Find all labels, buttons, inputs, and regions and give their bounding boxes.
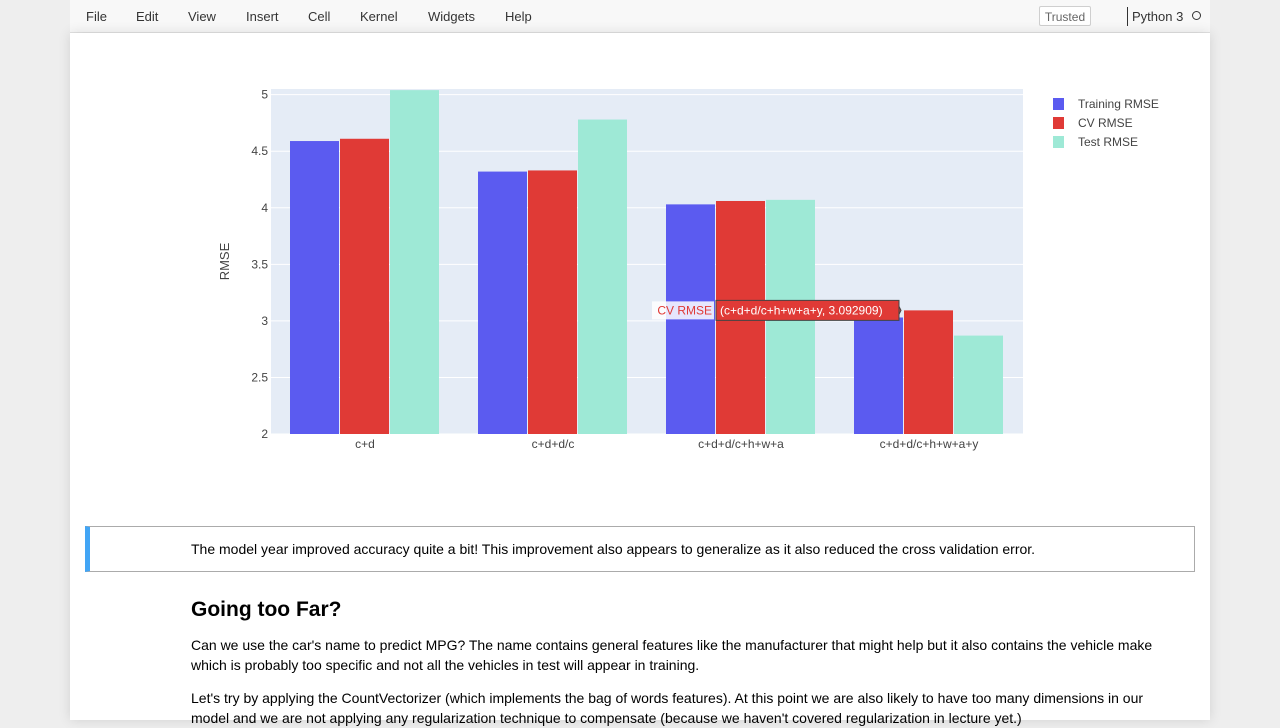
kernel-name[interactable]: Python 3	[1132, 9, 1184, 24]
menu-insert[interactable]: Insert	[246, 9, 279, 24]
markdown-cell-selected[interactable]: The model year improved accuracy quite a…	[85, 526, 1195, 572]
legend-label: Training RMSE	[1078, 97, 1159, 111]
x-tick-label: c+d+d/c+h+w+a+y	[880, 437, 979, 451]
paragraph-countvectorizer: Let's try by applying the CountVectorize…	[191, 690, 1144, 726]
x-tick-label: c+d+d/c	[532, 437, 575, 451]
y-tick-label: 2	[261, 427, 268, 441]
legend-label: CV RMSE	[1078, 116, 1133, 130]
menu-bar: File Edit View Insert Cell Kernel Widget…	[70, 0, 1210, 33]
legend-swatch	[1053, 136, 1064, 148]
y-tick-label: 3	[261, 314, 268, 328]
y-tick-label: 2.5	[251, 370, 268, 384]
bar-cv-rmse	[528, 170, 577, 434]
bar-training-rmse	[478, 171, 527, 434]
menu-widgets[interactable]: Widgets	[428, 9, 475, 24]
menu-edit[interactable]: Edit	[136, 9, 159, 24]
x-tick-label: c+d	[355, 437, 375, 451]
bar-cv-rmse	[340, 138, 389, 434]
legend-swatch	[1053, 98, 1064, 110]
hover-tooltip-text: (c+d+d/c+h+w+a+y, 3.092909)	[720, 303, 883, 317]
paragraph-name-feature: Can we use the car's name to predict MPG…	[191, 637, 1153, 673]
menu-kernel[interactable]: Kernel	[360, 9, 398, 24]
rmse-bar-chart: 2 2.5 3 3.5 4 4.5 5 RMSE c+d c+d+d/c c+d+d/c+h+w+a…	[217, 88, 1159, 451]
bar-test-rmse	[390, 90, 439, 434]
hover-series-label-bg	[652, 301, 714, 320]
hover-series-label: CV RMSE	[657, 303, 712, 317]
x-tick-label: c+d+d/c+h+w+a	[698, 437, 784, 451]
legend-label: Test RMSE	[1078, 135, 1138, 149]
bar-test-rmse	[578, 119, 627, 434]
bar-cv-rmse	[904, 310, 953, 434]
trusted-badge[interactable]: Trusted	[1039, 6, 1091, 26]
menu-help[interactable]: Help	[505, 9, 532, 24]
bar-test-rmse	[954, 335, 1003, 434]
menu-cell[interactable]: Cell	[308, 9, 331, 24]
kernel-idle-icon	[1192, 11, 1201, 20]
markdown-cell-text: The model year improved accuracy quite a…	[191, 541, 1036, 557]
y-tick-label: 4	[261, 201, 268, 215]
legend-swatch	[1053, 117, 1064, 129]
bar-training-rmse	[854, 317, 903, 434]
menu-file[interactable]: File	[86, 9, 107, 24]
notebook-container: 2 2.5 3 3.5 4 4.5 5 RMSE c+d c+d+d/c c+d+d/c+h+w+a…	[70, 33, 1210, 726]
y-axis-label: RMSE	[217, 242, 232, 280]
hover-tooltip-arrow	[898, 306, 902, 315]
section-heading: Going too Far?	[191, 598, 342, 621]
y-tick-label: 4.5	[251, 144, 268, 158]
kernel-separator	[1127, 7, 1128, 26]
y-tick-label: 5	[261, 88, 268, 102]
bar-training-rmse	[290, 141, 339, 434]
y-tick-label: 3.5	[251, 257, 268, 271]
menu-view[interactable]: View	[188, 9, 216, 24]
